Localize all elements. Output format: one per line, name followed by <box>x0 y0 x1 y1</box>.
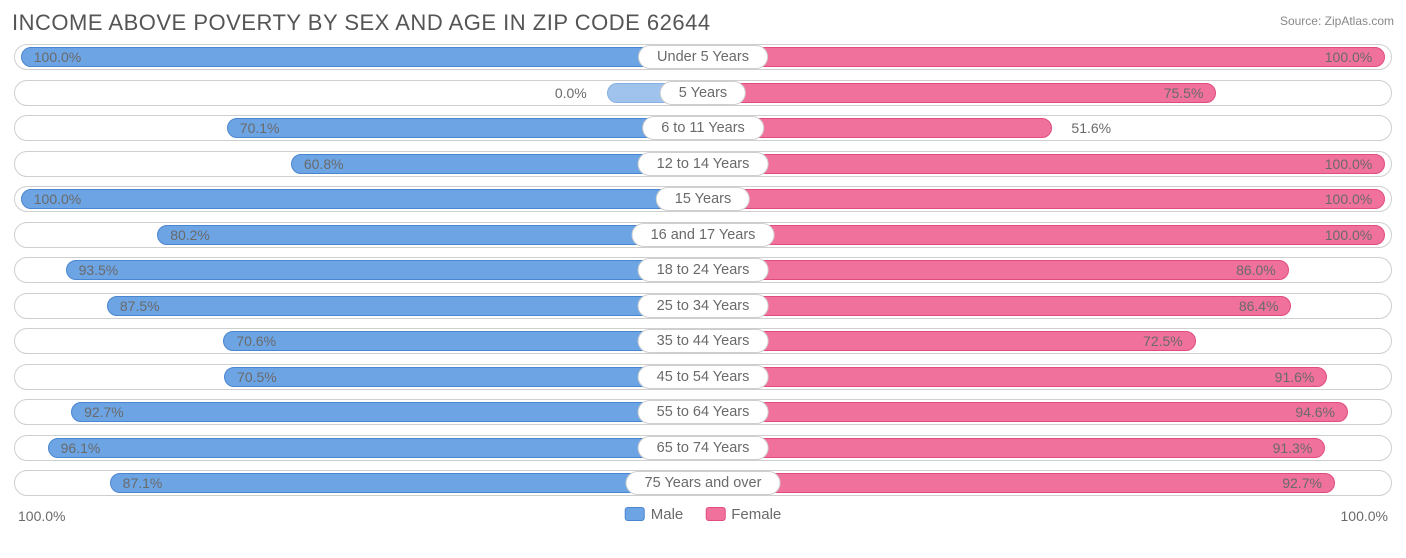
chart-footer: 100.0% Male Female 100.0% <box>12 506 1394 536</box>
female-value: 100.0% <box>1319 222 1378 248</box>
female-bar <box>703 367 1327 387</box>
category-label: 75 Years and over <box>626 471 781 495</box>
female-value: 91.6% <box>1269 364 1321 390</box>
male-value: 60.8% <box>298 151 350 177</box>
female-bar <box>703 189 1385 209</box>
chart-row: 96.1% 91.3% 65 to 74 Years <box>14 435 1392 461</box>
female-value: 92.7% <box>1276 470 1328 496</box>
female-bar <box>703 402 1348 422</box>
category-label: 35 to 44 Years <box>638 329 769 353</box>
female-bar <box>703 225 1385 245</box>
male-value: 96.1% <box>55 435 107 461</box>
chart-row: 92.7% 94.6% 55 to 64 Years <box>14 399 1392 425</box>
chart-row: 93.5% 86.0% 18 to 24 Years <box>14 257 1392 283</box>
female-value: 72.5% <box>1137 328 1189 354</box>
axis-left-label: 100.0% <box>18 508 65 524</box>
legend-female-label: Female <box>731 506 781 523</box>
category-label: 55 to 64 Years <box>638 400 769 424</box>
male-bar <box>227 118 703 138</box>
category-label: 12 to 14 Years <box>638 152 769 176</box>
female-value: 86.4% <box>1233 293 1285 319</box>
chart-row: 87.1% 92.7% 75 Years and over <box>14 470 1392 496</box>
male-value: 70.6% <box>230 328 282 354</box>
category-label: 45 to 54 Years <box>638 365 769 389</box>
female-value: 100.0% <box>1319 151 1378 177</box>
chart-row: 100.0% 100.0% Under 5 Years <box>14 44 1392 70</box>
category-label: 5 Years <box>660 81 746 105</box>
male-value: 100.0% <box>28 186 87 212</box>
male-bar <box>107 296 703 316</box>
female-value: 91.3% <box>1267 435 1319 461</box>
female-bar <box>703 296 1291 316</box>
chart-row: 0.0% 75.5% 5 Years <box>14 80 1392 106</box>
chart-row: 87.5% 86.4% 25 to 34 Years <box>14 293 1392 319</box>
male-bar <box>110 473 703 493</box>
category-label: Under 5 Years <box>638 45 768 69</box>
female-swatch-icon <box>705 507 725 521</box>
male-bar <box>66 260 703 280</box>
chart-rows: 100.0% 100.0% Under 5 Years 0.0% 75.5% 5 Year… <box>12 44 1394 496</box>
female-value: 100.0% <box>1319 186 1378 212</box>
chart-row: 60.8% 100.0% 12 to 14 Years <box>14 151 1392 177</box>
category-label: 25 to 34 Years <box>638 294 769 318</box>
male-value: 92.7% <box>78 399 130 425</box>
male-value: 93.5% <box>73 257 125 283</box>
female-bar <box>703 331 1196 351</box>
male-value: 80.2% <box>164 222 216 248</box>
chart-title: INCOME ABOVE POVERTY BY SEX AND AGE IN Z… <box>12 10 711 36</box>
male-value: 70.1% <box>234 115 286 141</box>
chart-source: Source: ZipAtlas.com <box>1280 10 1394 28</box>
male-swatch-icon <box>625 507 645 521</box>
male-bar <box>224 367 703 387</box>
female-value: 75.5% <box>1158 80 1210 106</box>
female-value: 86.0% <box>1230 257 1282 283</box>
female-bar <box>703 438 1325 458</box>
male-bar <box>71 402 703 422</box>
category-label: 15 Years <box>656 187 750 211</box>
male-bar <box>21 47 703 67</box>
category-label: 18 to 24 Years <box>638 258 769 282</box>
legend-male-label: Male <box>651 506 684 523</box>
chart-row: 80.2% 100.0% 16 and 17 Years <box>14 222 1392 248</box>
legend-female: Female <box>705 506 781 523</box>
chart-row: 70.6% 72.5% 35 to 44 Years <box>14 328 1392 354</box>
male-value: 87.5% <box>114 293 166 319</box>
male-bar <box>48 438 703 458</box>
male-value: 100.0% <box>28 44 87 70</box>
category-label: 16 and 17 Years <box>632 223 775 247</box>
legend-male: Male <box>625 506 684 523</box>
legend: Male Female <box>625 506 782 523</box>
male-bar <box>21 189 703 209</box>
male-bar <box>157 225 703 245</box>
category-label: 65 to 74 Years <box>638 436 769 460</box>
female-bar <box>703 47 1385 67</box>
female-bar <box>703 260 1289 280</box>
female-bar <box>703 473 1335 493</box>
chart-header: INCOME ABOVE POVERTY BY SEX AND AGE IN Z… <box>12 10 1394 36</box>
female-value: 94.6% <box>1289 399 1341 425</box>
chart-row: 70.1% 51.6% 6 to 11 Years <box>14 115 1392 141</box>
chart-row: 100.0% 100.0% 15 Years <box>14 186 1392 212</box>
axis-right-label: 100.0% <box>1341 508 1388 524</box>
male-bar <box>223 331 703 351</box>
female-value: 51.6% <box>1065 115 1117 141</box>
category-label: 6 to 11 Years <box>642 116 764 140</box>
male-value: 70.5% <box>231 364 283 390</box>
female-bar <box>703 83 1216 103</box>
male-value: 87.1% <box>117 470 169 496</box>
female-bar <box>703 154 1385 174</box>
female-value: 100.0% <box>1319 44 1378 70</box>
diverging-bar-chart: INCOME ABOVE POVERTY BY SEX AND AGE IN Z… <box>0 0 1406 558</box>
chart-row: 70.5% 91.6% 45 to 54 Years <box>14 364 1392 390</box>
male-value: 0.0% <box>549 80 593 106</box>
